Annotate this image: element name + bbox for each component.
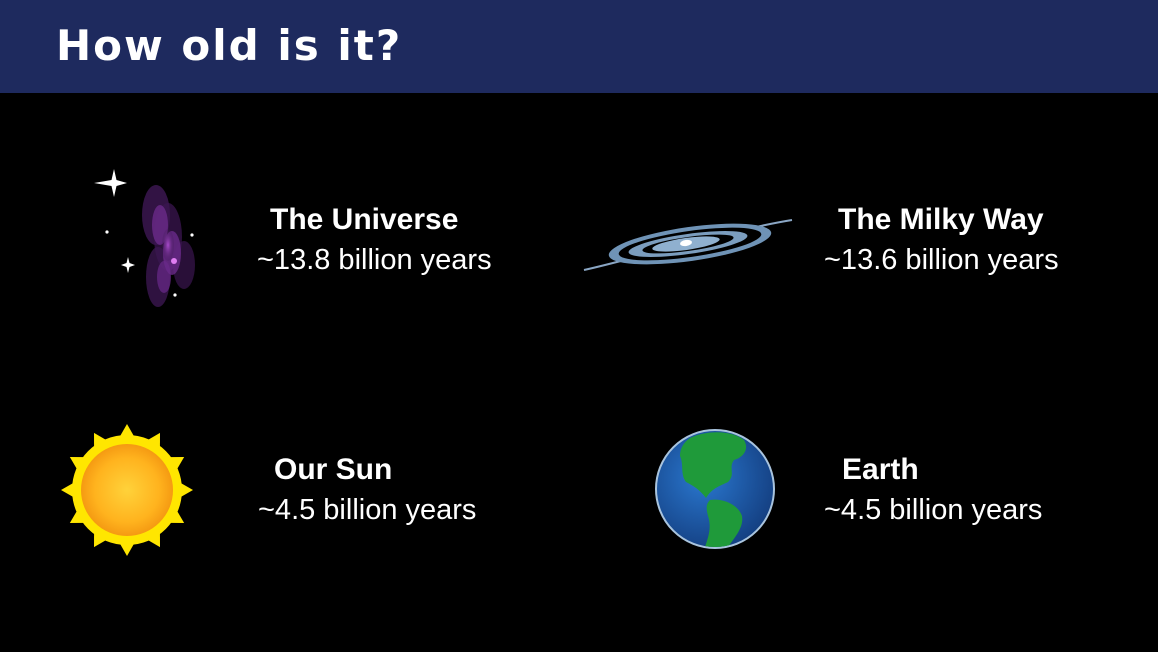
- item-age-sun: ~4.5 billion years: [258, 494, 477, 526]
- item-name-universe: The Universe: [270, 203, 459, 236]
- item-age-earth: ~4.5 billion years: [824, 494, 1043, 526]
- item-name-sun: Our Sun: [274, 453, 393, 486]
- spiral-galaxy-icon: [580, 210, 795, 275]
- earth-globe-icon: [654, 428, 776, 550]
- universe-nebula-icon: [88, 165, 208, 315]
- title-bar: How old is it?: [0, 0, 1158, 93]
- page-title: How old is it?: [56, 21, 403, 70]
- item-name-milky-way: The Milky Way: [838, 203, 1044, 236]
- item-age-milky-way: ~13.6 billion years: [824, 244, 1059, 276]
- item-age-universe: ~13.8 billion years: [257, 244, 492, 276]
- item-name-earth: Earth: [842, 453, 919, 486]
- sun-icon: [57, 423, 197, 558]
